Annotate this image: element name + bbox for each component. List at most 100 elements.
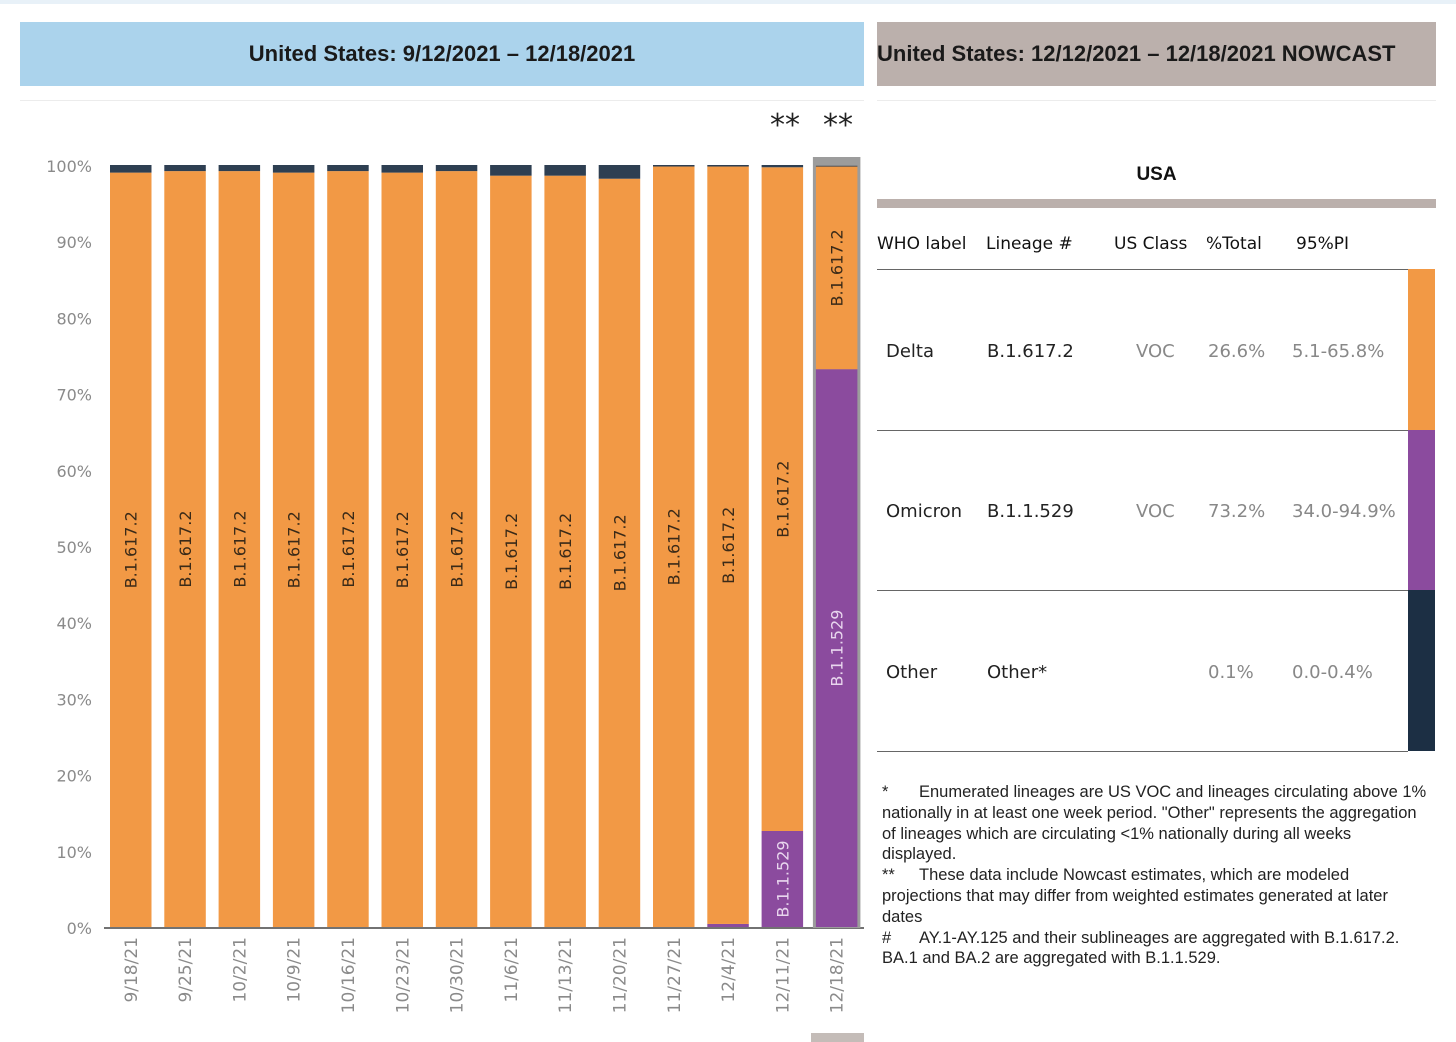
col-header-who: WHO label (877, 234, 967, 254)
y-tick-label: 50% (56, 538, 92, 557)
nowcast-header: United States: 12/12/2021 – 12/18/2021 N… (877, 22, 1436, 86)
bar-label: B.1.617.2 (339, 510, 358, 587)
header-divider-left (20, 100, 864, 101)
bar-label: B.1.617.2 (285, 511, 304, 588)
x-tick-label: 12/18/21 (828, 937, 848, 1013)
y-tick-label: 100% (46, 157, 92, 176)
col-header-us-class: US Class (1114, 234, 1188, 254)
bar-segment-b-1-617-2 (327, 171, 369, 927)
bar-segment-b-1-617-2 (761, 167, 804, 831)
bar-segment-b-1-617-2 (272, 172, 315, 927)
bar-label: B.1.617.2 (122, 511, 141, 588)
footnote: * Enumerated lineages are US VOC and line… (882, 782, 1430, 865)
footnote-symbol: ** (882, 866, 895, 885)
y-tick-label: 90% (56, 233, 92, 252)
bar-segment-other (218, 165, 261, 172)
y-tick-label: 0% (67, 919, 92, 938)
header-divider-right (877, 100, 1436, 101)
omicron-color-swatch (1408, 430, 1435, 590)
bar-label: B.1.1.529 (773, 840, 792, 917)
col-header-total: %Total (1206, 234, 1262, 254)
bar-segment-b-1-1-529 (815, 369, 858, 927)
x-tick-label: 10/30/21 (448, 937, 468, 1013)
footnote-text: These data include Nowcast estimates, wh… (882, 866, 1388, 926)
bar-segment-b-1-617-2 (653, 166, 695, 928)
x-tick-label: 10/2/21 (230, 937, 250, 1003)
scroll-tab[interactable] (811, 1033, 864, 1042)
bar-segment-b-1-617-2 (435, 171, 478, 927)
x-tick-label: 11/27/21 (665, 937, 685, 1013)
bar-segment-other (598, 165, 641, 179)
y-tick-label: 70% (56, 386, 92, 405)
col-header-lineage: Lineage # (986, 234, 1073, 254)
footnote-text: AY.1-AY.125 and their sublineages are ag… (882, 928, 1400, 968)
lineage: B.1.617.2 (987, 341, 1074, 362)
footnote-text: Enumerated lineages are US VOC and linea… (882, 783, 1427, 864)
bar-segment-b-1-617-2 (707, 166, 749, 924)
bar-segment-other (110, 165, 152, 173)
bar-label: B.1.617.2 (448, 510, 467, 587)
nowcast-header-title: United States: 12/12/2021 – 12/18/2021 N… (877, 41, 1396, 66)
prediction-interval: 5.1-65.8% (1292, 341, 1385, 362)
y-tick-label: 40% (56, 614, 92, 633)
bar-segment-b-1-617-2 (381, 172, 423, 927)
table-divider (877, 751, 1408, 752)
bar-segment-other (381, 165, 423, 173)
bar-segment-other (490, 165, 532, 176)
bar-segment-other (164, 165, 206, 172)
bar-segment-other (815, 165, 858, 167)
y-tick-label: 80% (56, 309, 92, 328)
bar-segment-other (761, 165, 804, 168)
bar-segment-b-1-617-2 (110, 172, 152, 927)
bar-label: B.1.617.2 (230, 510, 249, 587)
nowcast-mark-2: ** (823, 108, 853, 143)
who-label: Delta (886, 341, 935, 362)
y-tick-label: 20% (56, 767, 92, 786)
other-color-swatch (1408, 590, 1435, 751)
footnote: # AY.1-AY.125 and their sublineages are a… (882, 928, 1430, 970)
nowcast-mark-1: ** (770, 108, 800, 143)
bar-segment-other (707, 165, 749, 167)
bar-label: B.1.617.2 (393, 511, 412, 588)
who-label: Omicron (886, 501, 963, 522)
x-tick-label: 10/9/21 (285, 937, 305, 1003)
us-class: VOC (1136, 341, 1175, 362)
bar-segment-b-1-617-2 (164, 171, 206, 927)
percent-total: 26.6% (1208, 341, 1266, 362)
bar-label: B.1.617.2 (610, 514, 629, 591)
footnote-symbol: # (882, 928, 892, 947)
bar-segment-other (272, 165, 315, 173)
x-tick-label: 11/6/21 (502, 937, 522, 1003)
x-tick-label: 10/16/21 (339, 937, 359, 1013)
bar-segment-b-1-1-529 (707, 923, 749, 927)
percent-total: 0.1% (1208, 662, 1254, 683)
bar-label: B.1.617.2 (773, 461, 792, 538)
bar-segment-other (327, 165, 369, 172)
prediction-interval: 34.0-94.9% (1292, 501, 1396, 522)
x-tick-label: 12/11/21 (773, 937, 793, 1013)
x-tick-label: 12/4/21 (719, 937, 739, 1003)
table-region-bar (877, 199, 1436, 208)
lineage: B.1.1.529 (987, 501, 1074, 522)
bar-segment-other (435, 165, 478, 172)
y-tick-label: 30% (56, 690, 92, 709)
x-tick-label: 10/23/21 (393, 937, 413, 1013)
bar-label: B.1.1.529 (828, 610, 847, 687)
bar-segment-b-1-617-2 (598, 178, 641, 927)
table-divider (877, 430, 1408, 431)
y-tick-label: 60% (56, 462, 92, 481)
x-tick-label: 9/25/21 (176, 937, 196, 1003)
lineage: Other* (987, 662, 1048, 683)
x-tick-label: 9/18/21 (122, 937, 142, 1003)
us-class: VOC (1136, 501, 1175, 522)
chart-header-title: United States: 9/12/2021 – 12/18/2021 (248, 41, 636, 66)
footnotes: * Enumerated lineages are US VOC and line… (882, 782, 1430, 969)
footnote-symbol: * (882, 783, 889, 801)
bar-segment-b-1-617-2 (815, 166, 858, 370)
bar-segment-b-1-617-2 (218, 171, 261, 927)
bar-label: B.1.617.2 (502, 513, 521, 590)
delta-color-swatch (1408, 269, 1435, 430)
bar-label: B.1.617.2 (665, 508, 684, 585)
bar-segment-other (544, 165, 586, 176)
bar-segment-other (653, 165, 695, 167)
